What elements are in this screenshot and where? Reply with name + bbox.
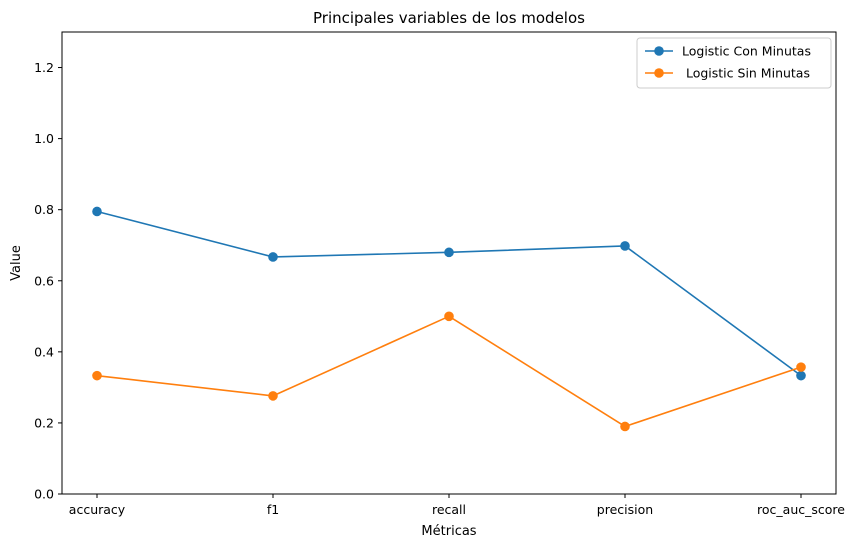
legend-marker: [654, 46, 664, 56]
y-axis: 0.0 0.2 0.4 0.6 0.8 1.0 1.2: [34, 60, 62, 502]
data-point: [620, 421, 630, 432]
plot-frame: [61, 31, 837, 495]
x-tick-label: accuracy: [69, 502, 126, 517]
series-1: [92, 206, 806, 381]
chart-title: Principales variables de los modelos: [313, 9, 585, 27]
data-point: [92, 206, 102, 217]
y-tick-label: 0.8: [34, 202, 54, 217]
data-point: [444, 311, 454, 322]
data-point: [92, 370, 102, 381]
x-tick-label: f1: [267, 502, 279, 517]
legend-label: Logistic Sin Minutas: [682, 66, 810, 81]
y-tick-label: 1.2: [34, 60, 54, 75]
x-axis: accuracy f1 recall precision roc_auc_score: [69, 494, 845, 517]
y-tick-label: 0.2: [34, 415, 54, 430]
y-tick-label: 1.0: [34, 131, 54, 146]
data-point: [620, 241, 630, 251]
y-tick-label: 0.4: [34, 344, 54, 359]
x-tick-label: recall: [432, 502, 466, 517]
legend-entry: Logistic Con Minutas: [645, 44, 811, 59]
series-layer: [92, 206, 806, 432]
data-point: [268, 252, 278, 262]
y-tick-label: 0.6: [34, 273, 54, 288]
plot-area: [61, 31, 837, 495]
series-line: [96, 315, 802, 428]
x-tick-label: roc_auc_score: [757, 502, 845, 517]
legend-entry: Logistic Sin Minutas: [645, 66, 810, 81]
series-2: [92, 311, 806, 432]
data-point: [796, 370, 806, 381]
y-tick-label: 0.0: [34, 487, 54, 502]
legend-marker: [654, 68, 664, 78]
series-line: [96, 210, 802, 377]
x-axis-label: Métricas: [421, 524, 476, 539]
legend-box: [636, 37, 832, 89]
data-point: [444, 247, 454, 258]
legend: Logistic Con Minutas Logistic Sin Minuta…: [636, 37, 832, 89]
data-point: [268, 391, 278, 401]
x-tick-label: precision: [597, 502, 653, 517]
legend-label: Logistic Con Minutas: [682, 44, 811, 59]
data-point: [796, 362, 806, 372]
y-axis-label: Value: [9, 245, 24, 281]
